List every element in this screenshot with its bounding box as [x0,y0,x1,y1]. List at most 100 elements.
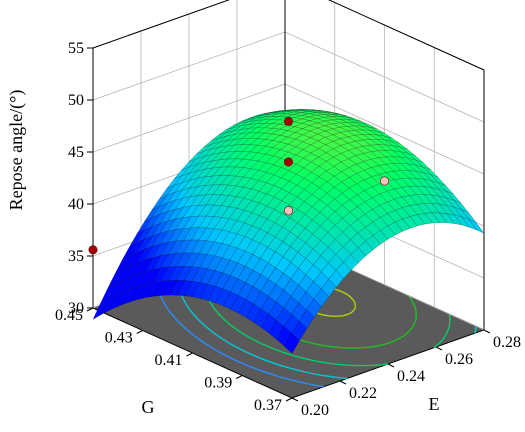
surface-patch [263,110,279,115]
surface-patch [294,134,311,143]
surface-patch [288,173,305,186]
design-point [283,157,293,167]
surface-patch [267,222,283,238]
surface-patch [189,176,206,189]
g-tick-label: 0.39 [204,375,232,392]
surface-patch [328,270,345,288]
surface-patch [371,205,388,218]
surface-patch [136,225,154,243]
design-point [88,245,98,255]
surface-patch [362,144,379,153]
surface-patch [283,333,300,354]
surface-patch [343,254,359,271]
surface-patch [379,191,396,203]
e-tick [339,380,347,385]
surface-patch [393,178,410,188]
surface-patch [422,166,439,178]
surface-patch [312,211,328,227]
e-tick-label: 0.26 [445,351,473,368]
surface-patch [260,295,277,315]
surface-patch [303,182,320,195]
surface-patch [394,207,411,220]
surface-patch [319,204,336,219]
g-tick [236,375,243,379]
surface-patch [248,132,266,139]
surface-patch [169,280,186,296]
g-tick-label: 0.41 [155,352,183,369]
surface-patch [355,153,372,162]
surface-patch [92,298,109,321]
surface-patch [313,271,330,290]
surface-patch [370,165,387,175]
surface-patch [220,195,237,207]
surface-patch [287,138,304,147]
frame-layer [92,0,485,330]
surface-patch [160,240,177,256]
e-tick [291,397,299,402]
surface-patch [122,261,139,281]
z-tick-label: 40 [68,196,84,213]
surface-patch [446,213,463,226]
frame-edge-top-right [328,0,485,71]
surface-patch [191,267,208,283]
surface-patch [270,110,286,114]
g-tick-label: 0.37 [254,397,282,414]
surface-patch [323,110,339,114]
surface-patch [331,127,349,133]
surface-patch [369,134,386,141]
surface-patch [324,134,342,142]
surface-patch [259,232,276,248]
surface-patch [438,212,456,224]
surface-patch [281,192,298,206]
surface-patch [431,212,448,224]
z-tick-label: 30 [68,300,84,317]
surface-patch [309,122,326,129]
surface-patch [121,241,139,261]
y-axis-title: G [142,397,155,417]
surface-patch [191,253,208,268]
surface-patch [295,167,312,179]
surface-patch [305,264,322,282]
z-gridline [92,0,485,71]
surface-patch [326,186,343,200]
surface-patch [159,208,176,224]
surface-patch [122,251,139,270]
floor-contour [156,285,324,388]
surface-patch [286,126,304,133]
surface-patch [384,144,402,153]
design-point [283,206,293,216]
surface-patch [341,199,358,213]
surface-patch [130,283,147,302]
z-axis-title: Repose angle/(°) [6,90,27,211]
surface-patch [250,170,267,181]
surface-patch [267,236,284,253]
surface-patch [274,241,291,258]
x-axis-title: E [429,394,440,414]
surface-patch [253,290,269,310]
e-tick-label: 0.20 [301,402,329,419]
surface-patch [272,149,289,159]
surface-patch [354,122,370,128]
design-point [283,116,293,126]
surface-patch [271,116,287,121]
surface-patch [331,112,347,116]
surface-patch [244,212,260,227]
surface-patch [241,138,258,145]
surface-patch [273,167,290,178]
g-tick [285,397,293,402]
surface-patch [327,224,344,240]
surface-patch [445,204,463,218]
surface-patch [264,147,282,157]
surface-patch [248,119,265,125]
g-tick-label: 0.45 [55,307,83,324]
surface-patch [460,209,477,224]
e-tick-label: 0.28 [493,334,521,351]
surface-patch [265,174,282,186]
surface-patch [318,161,335,172]
surface-patch [244,254,261,271]
surface-patch [350,232,366,248]
surface-patch [115,288,132,308]
surface-patch [267,251,284,269]
